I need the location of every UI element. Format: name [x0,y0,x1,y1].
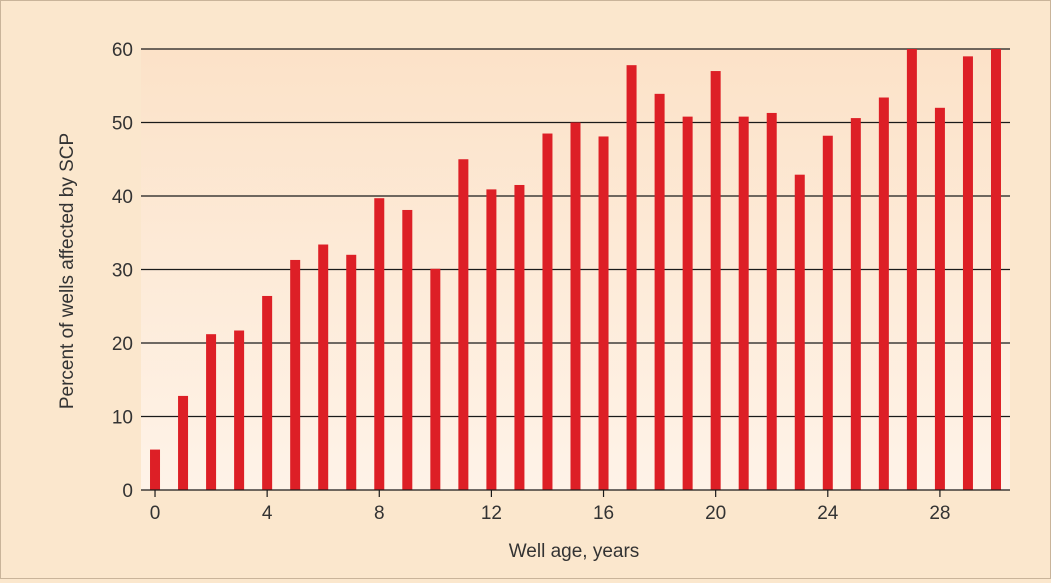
bar [150,449,161,490]
bar [542,133,553,490]
y-tick-label: 40 [112,187,133,208]
y-tick-label: 60 [112,40,133,61]
bar [962,56,973,490]
bar [234,330,245,490]
y-tick-label: 0 [122,481,133,502]
bar [514,184,525,490]
x-axis-label: Well age, years [509,541,640,562]
x-tick-label: 4 [262,503,273,524]
bar [682,116,693,491]
bar [850,118,861,490]
bar [570,122,581,490]
bar [626,65,637,491]
bar [822,135,833,491]
x-tick-label: 20 [705,503,726,524]
bars [150,49,1001,491]
y-tick-label: 50 [112,114,133,135]
y-tick-label: 10 [112,408,133,429]
bar [766,112,777,490]
bar [430,268,441,490]
y-tick-label: 20 [112,334,133,355]
x-tick-label: 28 [929,503,950,524]
bar [738,116,749,491]
bar [710,71,721,491]
x-tick-label: 12 [481,503,502,524]
bar [934,107,945,491]
x-tick-label: 16 [593,503,614,524]
bar [794,174,805,490]
bar [290,259,301,490]
bar [990,49,1001,490]
bar [346,254,357,490]
x-tick-label: 0 [150,503,161,524]
bar [318,244,329,490]
bar [654,93,665,491]
x-axis-ticks: 0 4 8 12 16 20 24 28 [150,490,950,524]
y-tick-label: 30 [112,261,133,282]
bar [598,136,609,490]
bar [402,209,413,490]
bar [262,295,273,490]
bar [458,159,469,490]
y-axis-label: Percent of wells affected by SCP [57,133,78,409]
bar [206,334,217,490]
bar [878,97,889,490]
x-tick-label: 24 [817,503,839,524]
bar [374,198,385,490]
bar [178,395,189,490]
bar [906,49,917,490]
y-axis-ticks: 0 10 20 30 40 50 60 [112,40,133,502]
x-tick-label: 8 [374,503,385,524]
bar [486,189,497,490]
